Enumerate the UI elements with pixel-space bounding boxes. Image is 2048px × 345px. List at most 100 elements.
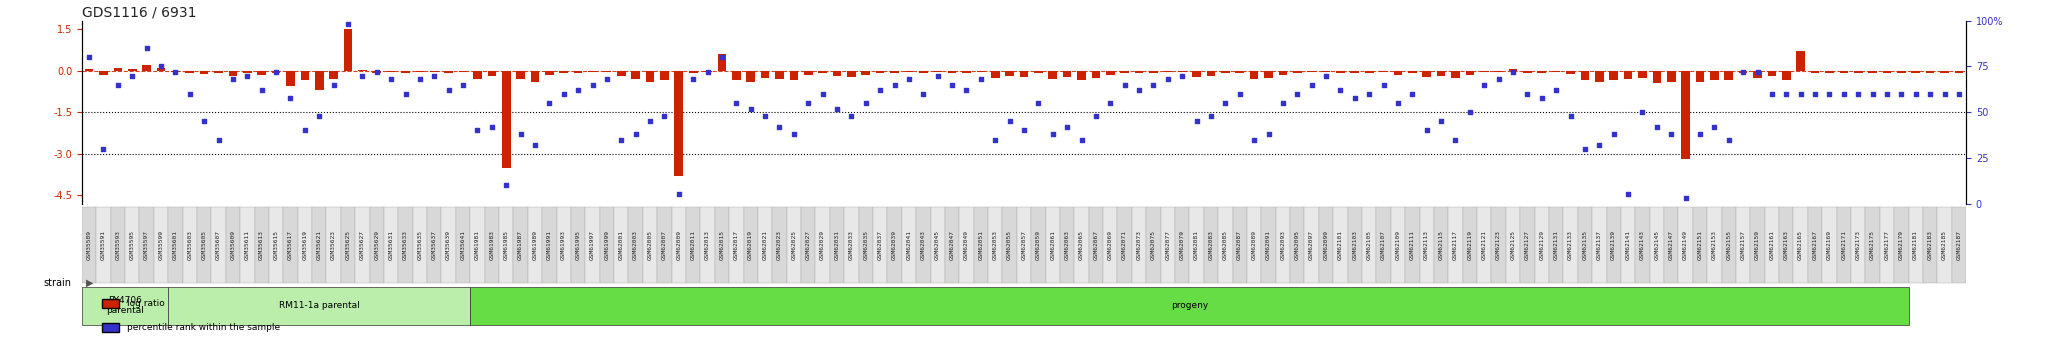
Bar <box>776 71 784 79</box>
Bar <box>1047 207 1061 284</box>
Point <box>1065 137 1098 142</box>
Point <box>1597 131 1630 137</box>
Point <box>1526 95 1559 100</box>
Bar <box>197 207 211 284</box>
Text: GSM62183: GSM62183 <box>1927 230 1933 260</box>
Point <box>403 77 436 82</box>
Text: GSM62081: GSM62081 <box>1194 230 1198 260</box>
Point <box>1612 192 1645 197</box>
Point <box>1468 82 1501 88</box>
Bar <box>834 71 842 76</box>
Bar <box>182 207 197 284</box>
Text: GSM62105: GSM62105 <box>1366 230 1372 260</box>
Point <box>1784 91 1817 97</box>
Bar <box>844 207 858 284</box>
Point <box>1669 195 1702 201</box>
Bar <box>1063 71 1071 77</box>
Bar <box>1405 207 1419 284</box>
Bar <box>1163 71 1171 72</box>
Bar <box>430 71 438 72</box>
Text: GSM62015: GSM62015 <box>719 230 725 260</box>
Bar <box>1090 207 1104 284</box>
Bar <box>1722 207 1737 284</box>
Bar <box>98 71 109 75</box>
Point <box>461 128 494 133</box>
Bar <box>643 207 657 284</box>
Text: GSM62049: GSM62049 <box>965 230 969 260</box>
Bar <box>1939 71 1950 73</box>
Point <box>735 106 768 111</box>
Bar <box>1307 71 1317 72</box>
Point <box>102 82 135 88</box>
Point <box>360 69 393 75</box>
Bar <box>1092 71 1100 78</box>
Bar <box>457 207 471 284</box>
Bar <box>674 71 684 176</box>
Bar <box>1606 207 1620 284</box>
Text: GSM35593: GSM35593 <box>115 230 121 260</box>
Point <box>1223 91 1255 97</box>
Text: GSM62011: GSM62011 <box>690 230 696 260</box>
Bar <box>745 71 756 82</box>
Bar <box>1118 207 1133 284</box>
Bar <box>168 287 471 325</box>
Text: progeny: progeny <box>1171 301 1208 310</box>
Bar <box>471 207 485 284</box>
Point <box>260 69 293 75</box>
Point <box>74 55 106 60</box>
Text: GSM35633: GSM35633 <box>403 230 408 260</box>
Bar <box>1810 71 1819 73</box>
Bar <box>459 71 467 72</box>
Point <box>965 77 997 82</box>
Bar <box>500 207 514 284</box>
Bar <box>1524 71 1532 73</box>
Bar <box>1634 207 1649 284</box>
Bar <box>1135 71 1143 73</box>
Bar <box>1448 207 1462 284</box>
Bar <box>1610 71 1618 80</box>
Bar <box>383 207 399 284</box>
Bar <box>1075 207 1090 284</box>
Bar <box>1679 207 1694 284</box>
Text: GSM61989: GSM61989 <box>532 230 537 260</box>
Bar <box>399 207 414 284</box>
Point <box>117 73 150 78</box>
Bar <box>973 207 987 284</box>
Bar <box>528 207 543 284</box>
Text: GSM62161: GSM62161 <box>1769 230 1774 260</box>
Text: ▶: ▶ <box>86 278 94 288</box>
Point <box>274 95 307 100</box>
Point <box>203 137 236 142</box>
Bar <box>1006 71 1014 76</box>
Point <box>231 73 264 78</box>
Text: GSM62167: GSM62167 <box>1812 230 1817 260</box>
Text: RM11-1a parental: RM11-1a parental <box>279 301 360 310</box>
Text: GSM61995: GSM61995 <box>575 230 582 260</box>
Text: GSM35611: GSM35611 <box>246 230 250 260</box>
Point <box>864 87 897 93</box>
Bar <box>1737 207 1751 284</box>
Bar <box>326 207 340 284</box>
Text: GSM35615: GSM35615 <box>274 230 279 260</box>
Bar <box>530 71 539 82</box>
Bar <box>514 207 528 284</box>
Text: GSM62027: GSM62027 <box>805 230 811 260</box>
Bar <box>1782 71 1790 80</box>
Bar <box>645 71 655 82</box>
Bar <box>1206 71 1214 76</box>
Bar <box>717 54 727 71</box>
Point <box>1540 87 1573 93</box>
Bar <box>1419 207 1434 284</box>
Text: GSM62013: GSM62013 <box>705 230 711 260</box>
Text: GSM62003: GSM62003 <box>633 230 639 260</box>
Bar <box>1292 71 1303 73</box>
Text: GSM62063: GSM62063 <box>1065 230 1069 260</box>
Point <box>907 91 940 97</box>
Point <box>893 77 926 82</box>
Bar <box>1477 207 1491 284</box>
Bar <box>1276 207 1290 284</box>
Point <box>1583 142 1616 148</box>
Bar <box>1794 207 1808 284</box>
Bar <box>297 207 311 284</box>
Bar <box>631 71 639 79</box>
